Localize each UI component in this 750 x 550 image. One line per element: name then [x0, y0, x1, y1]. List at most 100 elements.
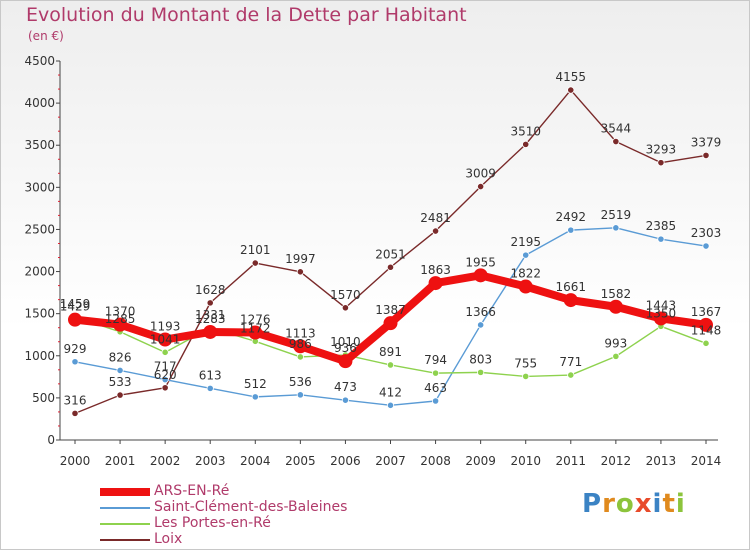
y-tick-label: 500 [32, 391, 55, 405]
data-label: 1429 [60, 300, 91, 314]
data-label: 613 [199, 368, 222, 382]
y-tick-label: 1500 [24, 307, 55, 321]
data-point [477, 368, 485, 376]
data-label: 1955 [465, 255, 496, 269]
data-label: 1822 [510, 267, 541, 281]
data-label: 826 [109, 350, 132, 364]
proxiti-logo: Proxiti [582, 489, 686, 519]
legend-label: ARS-EN-Ré [154, 483, 230, 499]
data-point [71, 358, 79, 366]
legend-swatch [100, 523, 150, 525]
legend-label: Les Portes-en-Ré [154, 515, 271, 531]
data-point [203, 324, 218, 339]
x-tick-label: 2001 [105, 454, 136, 468]
data-point [522, 251, 530, 259]
data-label: 2481 [420, 211, 451, 225]
data-label: 1628 [195, 283, 226, 297]
data-point [699, 317, 713, 332]
data-point [296, 268, 304, 276]
x-tick-label: 2012 [601, 454, 632, 468]
data-point [612, 352, 620, 360]
data-label: 512 [244, 377, 267, 391]
data-label: 1113 [285, 326, 316, 340]
data-point [657, 235, 665, 243]
data-point [612, 137, 620, 146]
data-label: 533 [109, 375, 132, 389]
data-point [161, 384, 169, 392]
data-point [522, 140, 530, 148]
data-label: 1459 [60, 297, 91, 311]
data-label: 463 [424, 381, 447, 395]
data-point [702, 151, 710, 160]
data-label: 1370 [105, 305, 136, 319]
data-label: 2519 [601, 208, 632, 222]
data-point [522, 372, 530, 381]
data-point [206, 384, 214, 392]
data-label: 993 [604, 336, 627, 350]
data-label: 771 [559, 355, 582, 369]
x-tick-label: 2011 [556, 454, 587, 468]
data-point [567, 86, 575, 94]
data-point [116, 366, 124, 375]
x-tick-label: 2007 [375, 454, 406, 468]
data-label: 1366 [465, 305, 496, 319]
chart-title: Evolution du Montant de la Dette par Hab… [26, 4, 467, 26]
data-point [431, 397, 440, 405]
data-point [161, 348, 169, 356]
y-tick-label: 2500 [24, 222, 55, 236]
data-point [612, 224, 620, 232]
legend-item: ARS-EN-Ré [100, 483, 400, 499]
data-label: 1283 [195, 312, 226, 326]
data-point [158, 332, 173, 347]
data-label: 2101 [240, 243, 271, 257]
axes: 0 500 1000 1500 2000 2500 3000 3500 4000 4500 2000… [24, 54, 721, 468]
data-label: 1582 [601, 287, 632, 301]
x-tick-label: 2003 [195, 454, 226, 468]
data-point [248, 325, 263, 340]
data-label: 3009 [465, 167, 496, 181]
chart-unit: (en €) [28, 29, 64, 43]
data-point [341, 396, 350, 404]
data-label: 3379 [691, 135, 722, 149]
series-layer [68, 86, 713, 417]
data-point [567, 226, 575, 234]
data-point [473, 268, 488, 283]
data-label: 1367 [691, 305, 722, 319]
y-tick-label: 1000 [24, 349, 55, 363]
data-label: 1193 [150, 320, 181, 334]
y-tick-label: 4000 [24, 96, 55, 110]
data-point [71, 409, 79, 417]
x-tick-label: 2006 [330, 454, 361, 468]
data-label: 1041 [150, 332, 181, 346]
data-point [477, 182, 485, 191]
data-label: 620 [154, 368, 177, 382]
data-point [653, 311, 668, 326]
data-point [702, 242, 710, 250]
data-label: 755 [514, 356, 537, 370]
data-label: 794 [424, 353, 447, 367]
legend: ARS-EN-Ré Saint-Clément-des-Baleines Les P… [100, 483, 400, 547]
data-point [386, 263, 395, 271]
data-label: 1172 [240, 321, 271, 335]
data-label: 316 [64, 393, 87, 407]
legend-item: Les Portes-en-Ré [100, 515, 400, 531]
legend-label: Loix [154, 531, 183, 547]
x-tick-label: 2014 [691, 454, 722, 468]
data-label: 1010 [330, 335, 361, 349]
data-point [68, 312, 82, 327]
data-label: 536 [289, 375, 312, 389]
data-label: 2385 [646, 219, 677, 233]
data-label: 1276 [240, 313, 271, 327]
y-tick-label: 0 [47, 433, 55, 447]
legend-swatch [100, 488, 150, 496]
data-point [702, 339, 710, 347]
data-point [296, 353, 304, 361]
data-label: 936 [334, 341, 357, 355]
data-label: 1285 [105, 312, 136, 326]
data-label: 1661 [556, 280, 587, 294]
data-label: 986 [289, 337, 312, 351]
x-tick-label: 2000 [60, 454, 91, 468]
data-label: 1570 [330, 288, 361, 302]
